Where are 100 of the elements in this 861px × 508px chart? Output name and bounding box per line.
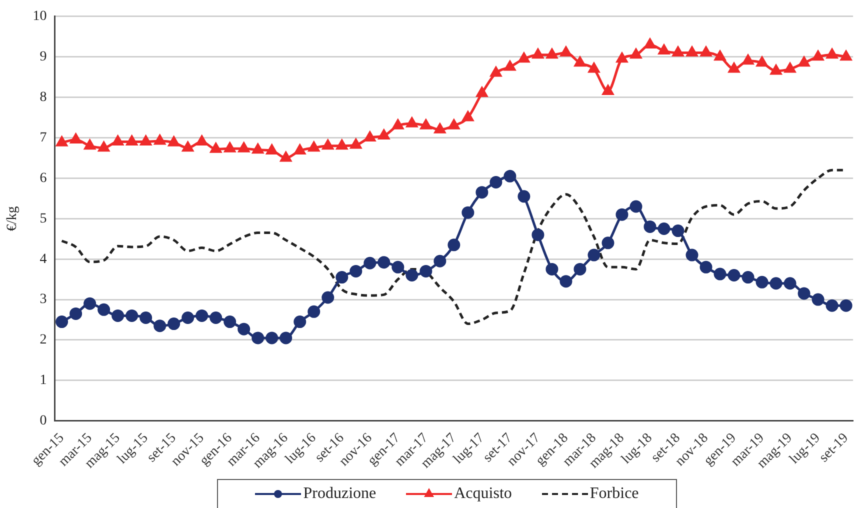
y-tick-label: 9 [40, 50, 47, 65]
point [238, 322, 250, 336]
point [406, 117, 418, 128]
point [294, 144, 306, 154]
point [448, 238, 460, 252]
point [126, 309, 138, 322]
point [182, 142, 194, 152]
point [616, 52, 628, 63]
point [602, 84, 614, 95]
point [336, 271, 348, 284]
point [560, 46, 572, 57]
point [532, 228, 544, 242]
point [798, 56, 810, 67]
point [798, 287, 810, 300]
point [434, 254, 446, 268]
point [56, 136, 68, 146]
point [490, 66, 502, 77]
point [322, 291, 334, 304]
point [392, 119, 404, 130]
point [700, 46, 712, 57]
point [616, 208, 628, 221]
point [294, 316, 306, 328]
point [56, 316, 68, 328]
point [238, 142, 250, 152]
point [672, 46, 684, 57]
point [672, 224, 684, 238]
point [728, 62, 740, 73]
point [98, 142, 110, 152]
point [350, 138, 362, 149]
point [280, 152, 292, 162]
y-tick-label: 2 [40, 332, 47, 348]
point [546, 48, 558, 59]
legend-label: Forbice [590, 485, 639, 503]
point [140, 311, 152, 324]
point [546, 262, 558, 276]
y-tick-label: 10 [32, 9, 47, 24]
point [826, 299, 838, 312]
point [420, 264, 432, 278]
y-tick-label: 6 [40, 170, 47, 186]
point [840, 50, 852, 61]
point [112, 309, 124, 322]
point [126, 136, 138, 146]
y-tick-label: 3 [40, 292, 47, 308]
point [140, 136, 152, 146]
point [266, 144, 278, 154]
point [588, 62, 600, 73]
point [336, 140, 348, 150]
legend-label: Acquisto [454, 485, 512, 503]
y-tick-label: 7 [40, 130, 47, 146]
y-tick-label: 4 [40, 252, 47, 267]
point [714, 268, 726, 280]
point [462, 206, 474, 219]
point [644, 38, 656, 48]
point [784, 277, 796, 290]
point [784, 62, 796, 73]
point [756, 56, 768, 67]
point [322, 140, 334, 150]
point [518, 190, 530, 203]
point [196, 136, 208, 146]
point [70, 134, 82, 144]
point [378, 256, 390, 269]
point [476, 87, 488, 97]
point [504, 60, 516, 71]
point [686, 248, 698, 262]
point [630, 48, 642, 59]
point [378, 129, 390, 140]
point [420, 119, 432, 130]
point [658, 222, 670, 236]
point [434, 123, 446, 134]
point [252, 332, 264, 344]
point [714, 50, 726, 61]
point [812, 50, 824, 61]
y-tick-label: 0 [40, 414, 47, 429]
point [574, 262, 586, 276]
point [574, 56, 586, 67]
point [224, 316, 236, 328]
point [308, 142, 320, 152]
point [742, 54, 754, 65]
y-axis-title: €/kg [5, 206, 20, 232]
point [350, 264, 362, 278]
point [210, 142, 222, 153]
point [644, 220, 656, 233]
point [504, 170, 516, 182]
point [364, 131, 376, 142]
point [392, 260, 404, 274]
point [98, 303, 110, 316]
point [364, 256, 376, 270]
point [532, 48, 544, 59]
y-tick-label: 8 [40, 90, 47, 105]
point [84, 140, 96, 150]
point [252, 144, 264, 154]
point [840, 299, 852, 312]
point [84, 297, 96, 310]
point [700, 260, 712, 274]
point [448, 119, 460, 130]
point [742, 271, 754, 284]
point [490, 176, 502, 188]
point [476, 186, 488, 199]
point [812, 293, 824, 306]
point [154, 320, 166, 332]
